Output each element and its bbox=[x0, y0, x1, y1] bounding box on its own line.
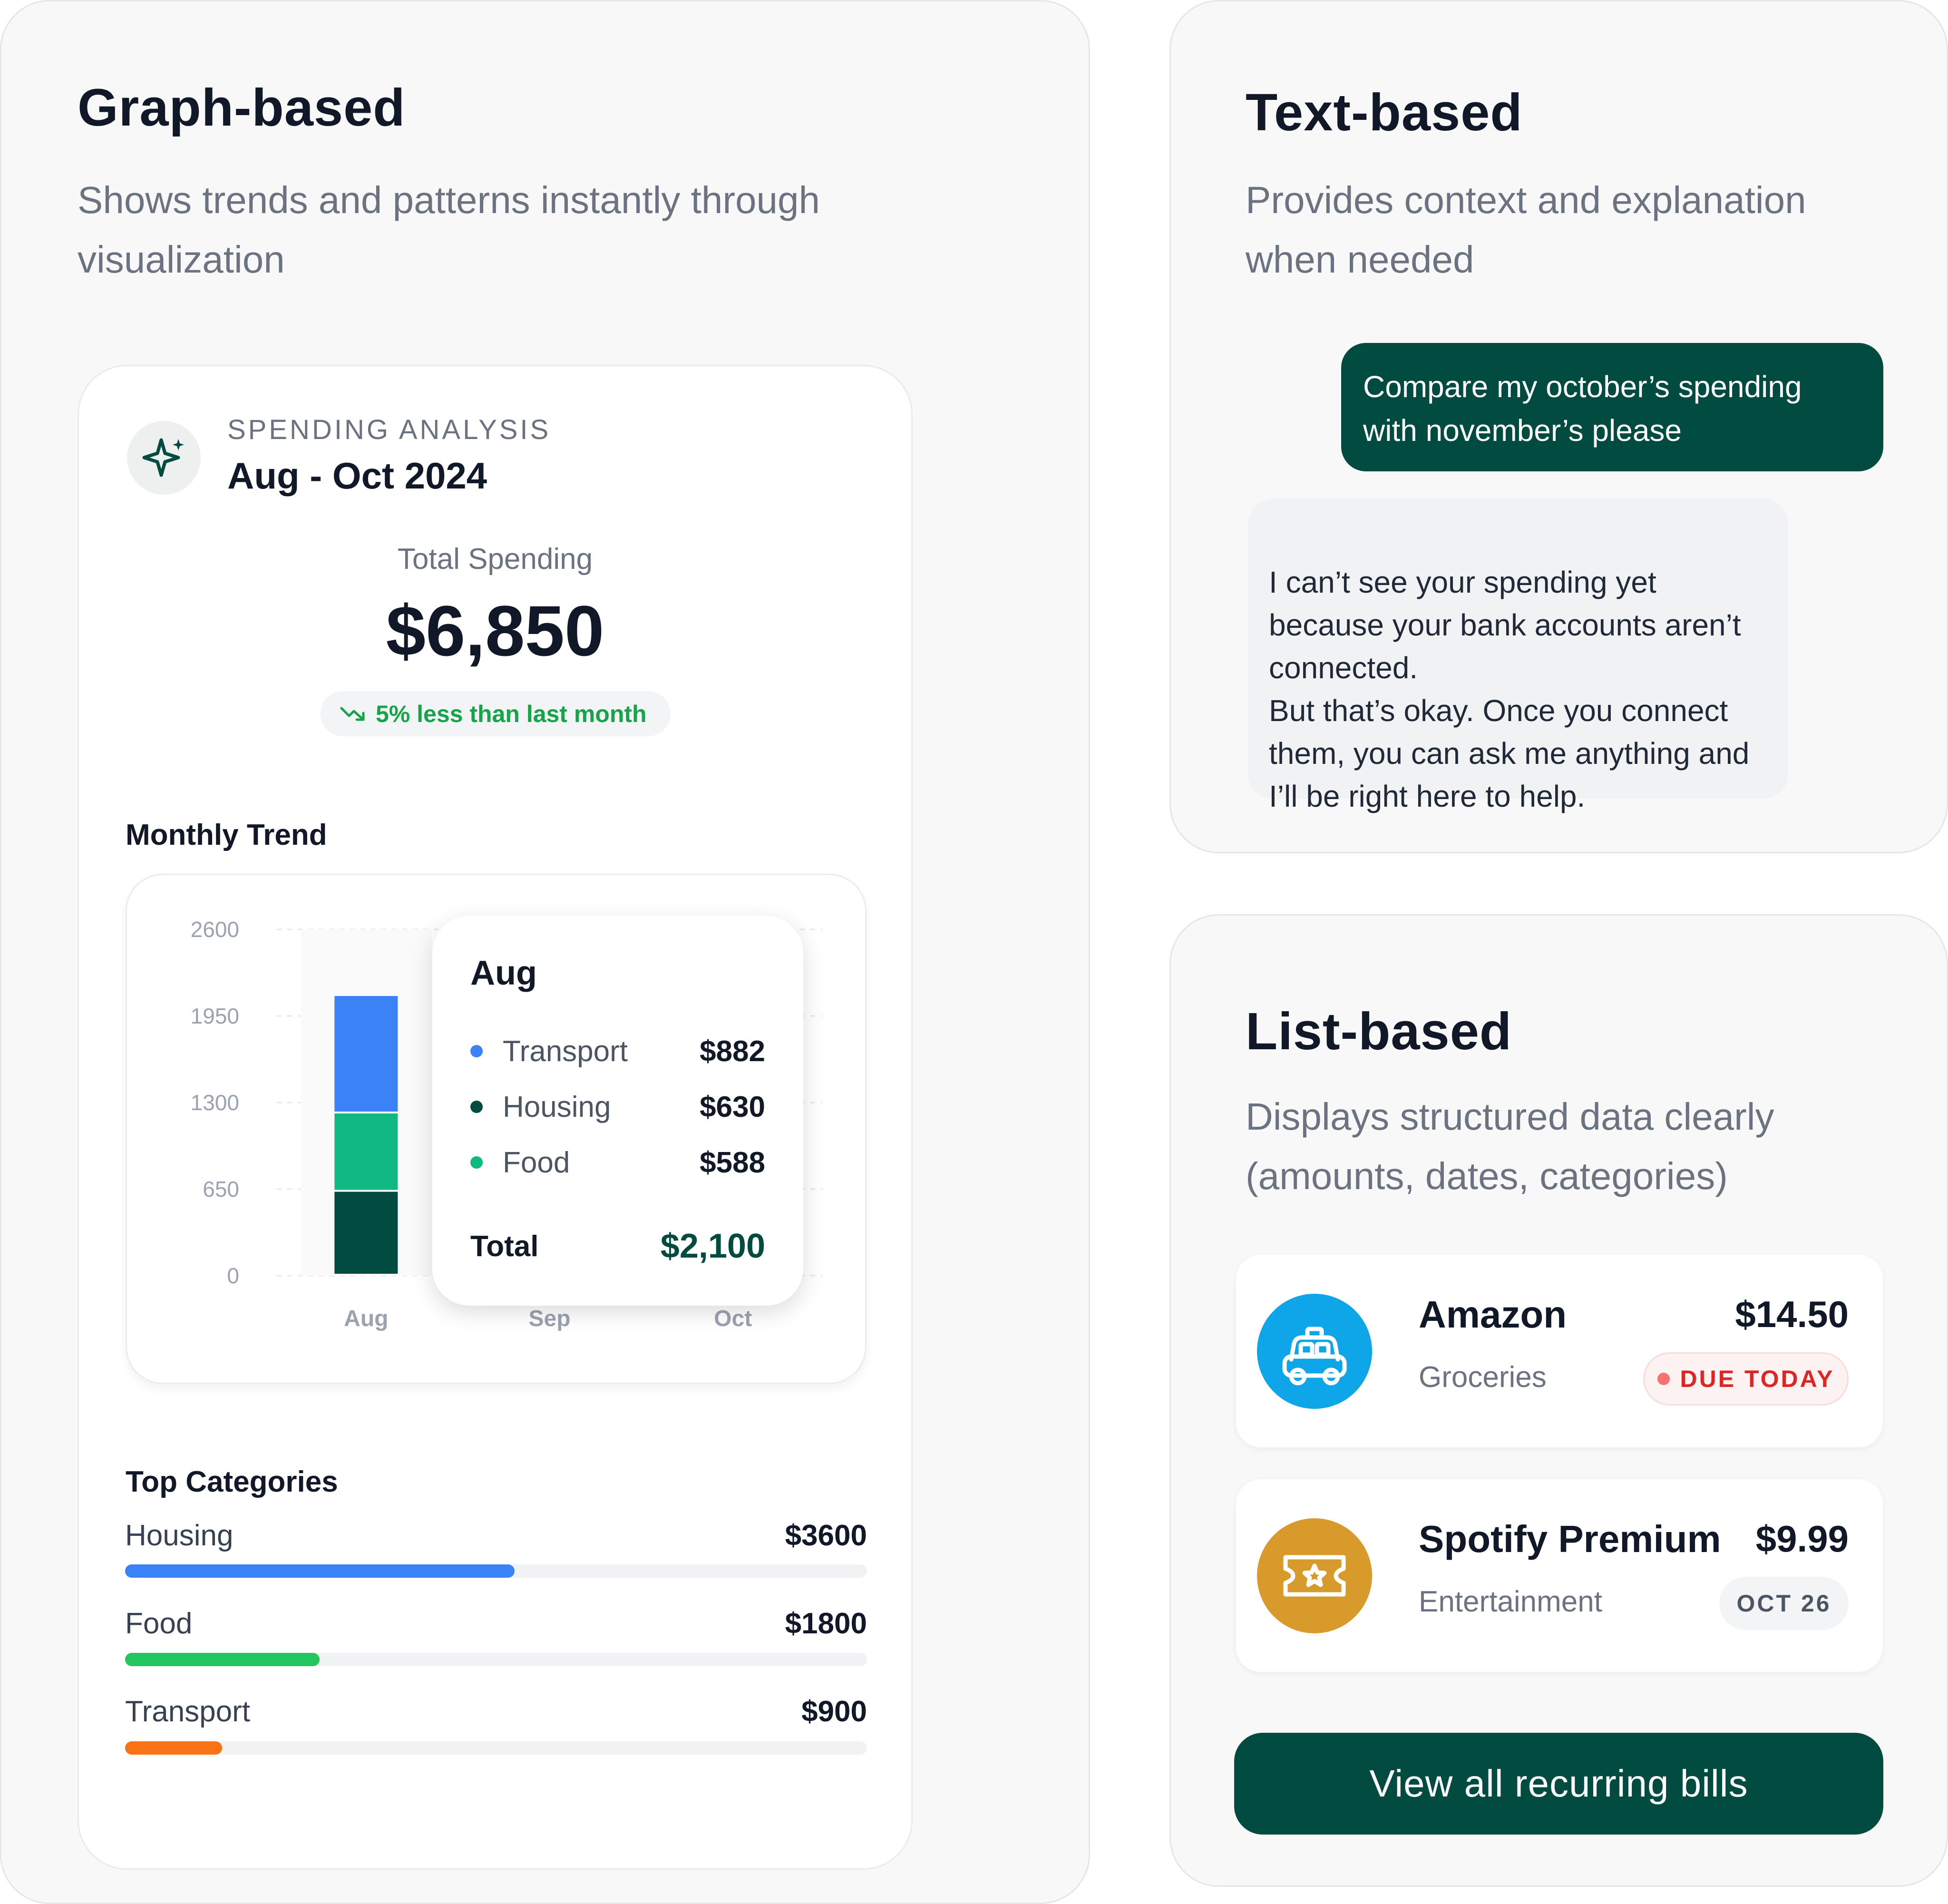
bill-category: Entertainment bbox=[1419, 1585, 1602, 1618]
car-icon bbox=[1282, 1327, 1347, 1386]
graph-panel-title: Graph-based bbox=[78, 78, 406, 137]
bar-segment-housing-aug[interactable] bbox=[334, 1191, 398, 1274]
tooltip-total-row: Total $2,100 bbox=[470, 1225, 765, 1268]
list-based-panel: List-based Displays structured data clea… bbox=[1169, 914, 1948, 1887]
y-tick-label: 650 bbox=[203, 1177, 239, 1201]
status-text: OCT 26 bbox=[1736, 1590, 1831, 1617]
text-panel-subtitle: Provides context and explanation when ne… bbox=[1246, 179, 1806, 281]
status-dot bbox=[1657, 1373, 1670, 1385]
monthly-trend-title: Monthly Trend bbox=[126, 819, 327, 851]
status-badge-date: OCT 26 bbox=[1719, 1577, 1849, 1630]
bill-item-amazon[interactable]: Amazon Groceries $14.50 DUE TODAY bbox=[1236, 1255, 1883, 1447]
x-tick-label: Aug bbox=[344, 1306, 388, 1331]
tooltip-name: Food bbox=[503, 1146, 570, 1179]
bill-amount: $9.99 bbox=[1755, 1518, 1849, 1560]
tooltip-value: $630 bbox=[700, 1090, 765, 1123]
text-based-panel: Text-based Provides context and explanat… bbox=[1169, 0, 1948, 853]
tooltip-row-food: Food $588 bbox=[470, 1143, 765, 1181]
category-value: $1800 bbox=[785, 1607, 867, 1640]
y-tick-label: 1950 bbox=[191, 1004, 239, 1028]
status-badge-due-today: DUE TODAY bbox=[1643, 1352, 1849, 1406]
tooltip-value: $882 bbox=[700, 1035, 765, 1068]
tooltip-dot-food bbox=[470, 1156, 483, 1169]
status-text: DUE TODAY bbox=[1680, 1366, 1835, 1392]
monthly-trend-chart: 2600 1950 1300 650 0 Aug Sep Oct Aug Transport … bbox=[126, 874, 867, 1384]
tooltip-name: Housing bbox=[503, 1090, 611, 1123]
category-row-transport: Transport $900 bbox=[125, 1695, 867, 1733]
top-categories-title: Top Categories bbox=[126, 1465, 338, 1498]
user-message-bubble: Compare my october’s spending with novem… bbox=[1341, 343, 1883, 471]
sparkle-avatar bbox=[127, 421, 201, 495]
view-all-bills-button[interactable]: View all recurring bills bbox=[1234, 1733, 1883, 1835]
list-panel-subtitle: Displays structured data clearly (amount… bbox=[1246, 1095, 1774, 1197]
bar-segment-transport-aug[interactable] bbox=[334, 996, 398, 1112]
spending-analysis-card: SPENDING ANALYSIS Aug - Oct 2024 Total S… bbox=[78, 365, 913, 1870]
category-row-housing: Housing $3600 bbox=[125, 1519, 867, 1557]
tooltip-month: Aug bbox=[470, 954, 537, 992]
y-tick-label: 0 bbox=[227, 1263, 239, 1288]
x-tick-label: Sep bbox=[528, 1306, 570, 1331]
category-value: $3600 bbox=[785, 1519, 867, 1552]
user-message-text: Compare my october’s spending with novem… bbox=[1363, 370, 1802, 448]
change-text: 5% less than last month bbox=[376, 700, 647, 727]
bill-amount: $14.50 bbox=[1735, 1293, 1849, 1335]
tooltip-value: $588 bbox=[700, 1146, 765, 1179]
tooltip-row-transport: Transport $882 bbox=[470, 1032, 765, 1070]
y-tick-label: 1300 bbox=[191, 1090, 239, 1115]
tooltip-name: Transport bbox=[503, 1035, 628, 1068]
tooltip-dot-housing bbox=[470, 1101, 483, 1113]
bill-icon-circle bbox=[1257, 1518, 1372, 1633]
bill-name: Spotify Premium bbox=[1419, 1518, 1721, 1560]
total-spending-label: Total Spending bbox=[397, 543, 593, 576]
bill-category: Groceries bbox=[1419, 1361, 1547, 1394]
assistant-message-bubble: I can’t see your spending yet because yo… bbox=[1248, 499, 1788, 813]
x-tick-label: Oct bbox=[714, 1306, 752, 1331]
category-bar-fill bbox=[125, 1564, 515, 1578]
ticket-icon bbox=[1283, 1555, 1346, 1597]
bill-icon-circle bbox=[1257, 1294, 1372, 1409]
bill-item-spotify[interactable]: Spotify Premium Entertainment $9.99 OCT … bbox=[1236, 1479, 1883, 1672]
category-bar-food bbox=[125, 1653, 867, 1666]
tooltip-total-label: Total bbox=[470, 1230, 539, 1263]
sparkle-icon bbox=[142, 438, 184, 477]
category-name: Housing bbox=[125, 1519, 234, 1552]
change-badge: 5% less than last month bbox=[321, 691, 671, 736]
tooltip-total-value: $2,100 bbox=[660, 1227, 765, 1265]
text-panel-title: Text-based bbox=[1246, 83, 1523, 142]
chart-tooltip: Aug Transport $882 Housing $630 Food $58… bbox=[432, 916, 803, 1306]
category-name: Food bbox=[125, 1607, 193, 1640]
bill-name: Amazon bbox=[1419, 1293, 1567, 1336]
total-spending-value: $6,850 bbox=[386, 591, 604, 671]
assistant-message-text: I can’t see your spending yet because yo… bbox=[1269, 565, 1750, 813]
card-eyebrow: SPENDING ANALYSIS bbox=[227, 414, 551, 445]
category-bar-transport bbox=[125, 1741, 867, 1755]
category-bar-housing bbox=[125, 1564, 867, 1578]
bar-segment-food-aug[interactable] bbox=[334, 1113, 398, 1190]
graph-based-panel: Graph-based Shows trends and patterns in… bbox=[0, 0, 1090, 1904]
category-value: $900 bbox=[801, 1695, 867, 1728]
category-bar-fill bbox=[125, 1653, 320, 1666]
y-tick-label: 2600 bbox=[191, 917, 239, 942]
category-row-food: Food $1800 bbox=[125, 1607, 867, 1645]
trend-down-icon bbox=[340, 707, 365, 721]
tooltip-dot-transport bbox=[470, 1045, 483, 1057]
tooltip-row-housing: Housing $630 bbox=[470, 1088, 765, 1126]
category-bar-fill bbox=[125, 1741, 223, 1755]
list-panel-title: List-based bbox=[1246, 1002, 1512, 1061]
category-name: Transport bbox=[125, 1695, 251, 1728]
card-period: Aug - Oct 2024 bbox=[227, 455, 487, 497]
graph-panel-subtitle: Shows trends and patterns instantly thro… bbox=[78, 179, 820, 281]
